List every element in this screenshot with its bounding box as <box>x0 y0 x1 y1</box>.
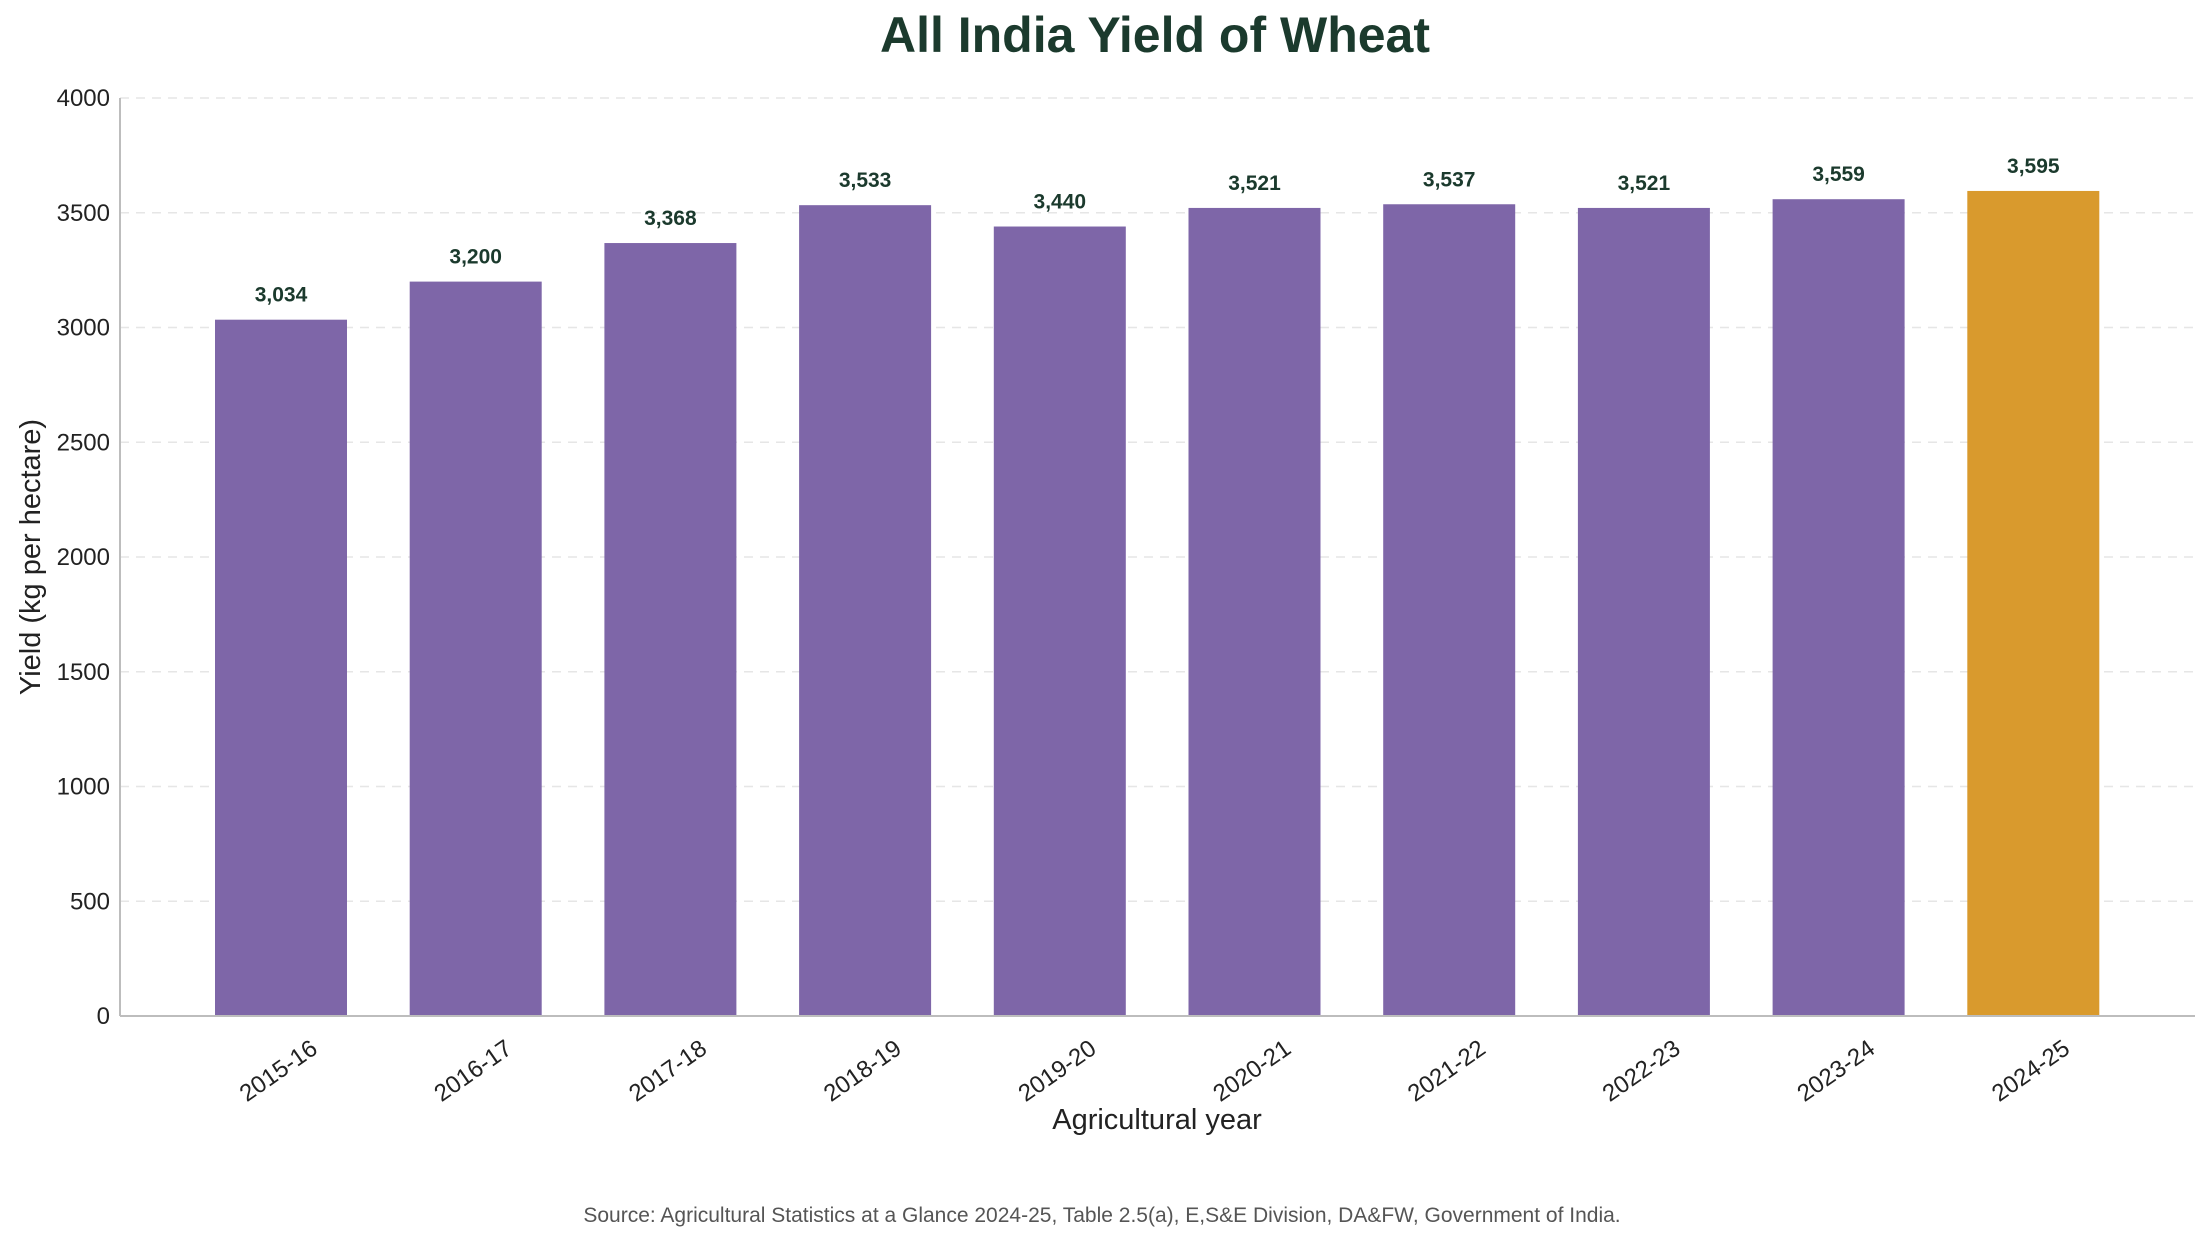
bar-2024-25 <box>1967 190 2100 1016</box>
y-tick-label: 500 <box>70 888 110 915</box>
y-tick-label: 0 <box>97 1003 110 1030</box>
x-tick-label: 2021-22 <box>1403 1035 1491 1108</box>
bar-value-label: 3,521 <box>1228 172 1281 195</box>
y-tick-label: 2500 <box>57 429 110 456</box>
x-tick-label: 2023-24 <box>1792 1035 1880 1108</box>
bar-value-label: 3,440 <box>1034 191 1087 214</box>
x-tick-label: 2017-18 <box>624 1035 712 1108</box>
x-tick-label: 2016-17 <box>430 1035 518 1108</box>
bar-value-label: 3,034 <box>255 284 308 307</box>
bar-2018-19 <box>799 205 932 1016</box>
x-tick-label: 2018-19 <box>819 1035 907 1108</box>
bar-value-label: 3,521 <box>1618 172 1671 195</box>
bar-value-label: 3,559 <box>1812 163 1865 186</box>
bar-value-label: 3,533 <box>839 169 892 192</box>
bar-2019-20 <box>993 226 1126 1016</box>
bar-2020-21 <box>1188 207 1321 1017</box>
y-tick-label: 3000 <box>57 315 110 342</box>
x-axis-ticks: 2015-16 2016-17 2017-18 2018-19 2019-20 2020-… <box>235 1035 2075 1108</box>
x-tick-label: 2022-23 <box>1598 1035 1686 1108</box>
bar-value-label: 3,368 <box>644 207 697 230</box>
x-tick-label: 2020-21 <box>1208 1035 1296 1108</box>
x-tick-label: 2019-20 <box>1014 1035 1102 1108</box>
bar-2022-23 <box>1577 207 1710 1017</box>
bar-value-label: 3,595 <box>2007 155 2060 178</box>
bar-value-label: 3,537 <box>1423 168 1476 191</box>
y-axis-ticks: 0 500 1000 1500 2000 2500 3000 3500 4000 <box>57 85 110 1030</box>
y-tick-label: 2000 <box>57 544 110 571</box>
bar-2023-24 <box>1772 199 1905 1017</box>
chart-title: All India Yield of Wheat <box>880 7 1430 63</box>
x-axis-label: Agricultural year <box>1052 1104 1262 1136</box>
x-tick-label: 2024-25 <box>1987 1035 2075 1108</box>
y-tick-label: 1500 <box>57 659 110 686</box>
bar-value-label: 3,200 <box>449 246 502 269</box>
y-tick-label: 4000 <box>57 85 110 112</box>
bars <box>215 190 2100 1017</box>
bar-2017-18 <box>604 243 737 1016</box>
bar-value-labels: 3,034 3,200 3,368 3,533 3,440 3,521 3,537 3,521… <box>255 155 2060 307</box>
source-note: Source: Agricultural Statistics at a Gla… <box>583 1204 1620 1227</box>
bar-2016-17 <box>409 281 542 1017</box>
x-tick-label: 2015-16 <box>235 1035 323 1108</box>
bar-2021-22 <box>1383 204 1516 1017</box>
bar-2015-16 <box>215 319 347 1016</box>
y-axis-label: Yield (kg per hectare) <box>15 419 47 695</box>
y-tick-label: 3500 <box>57 200 110 227</box>
y-tick-label: 1000 <box>57 774 110 801</box>
